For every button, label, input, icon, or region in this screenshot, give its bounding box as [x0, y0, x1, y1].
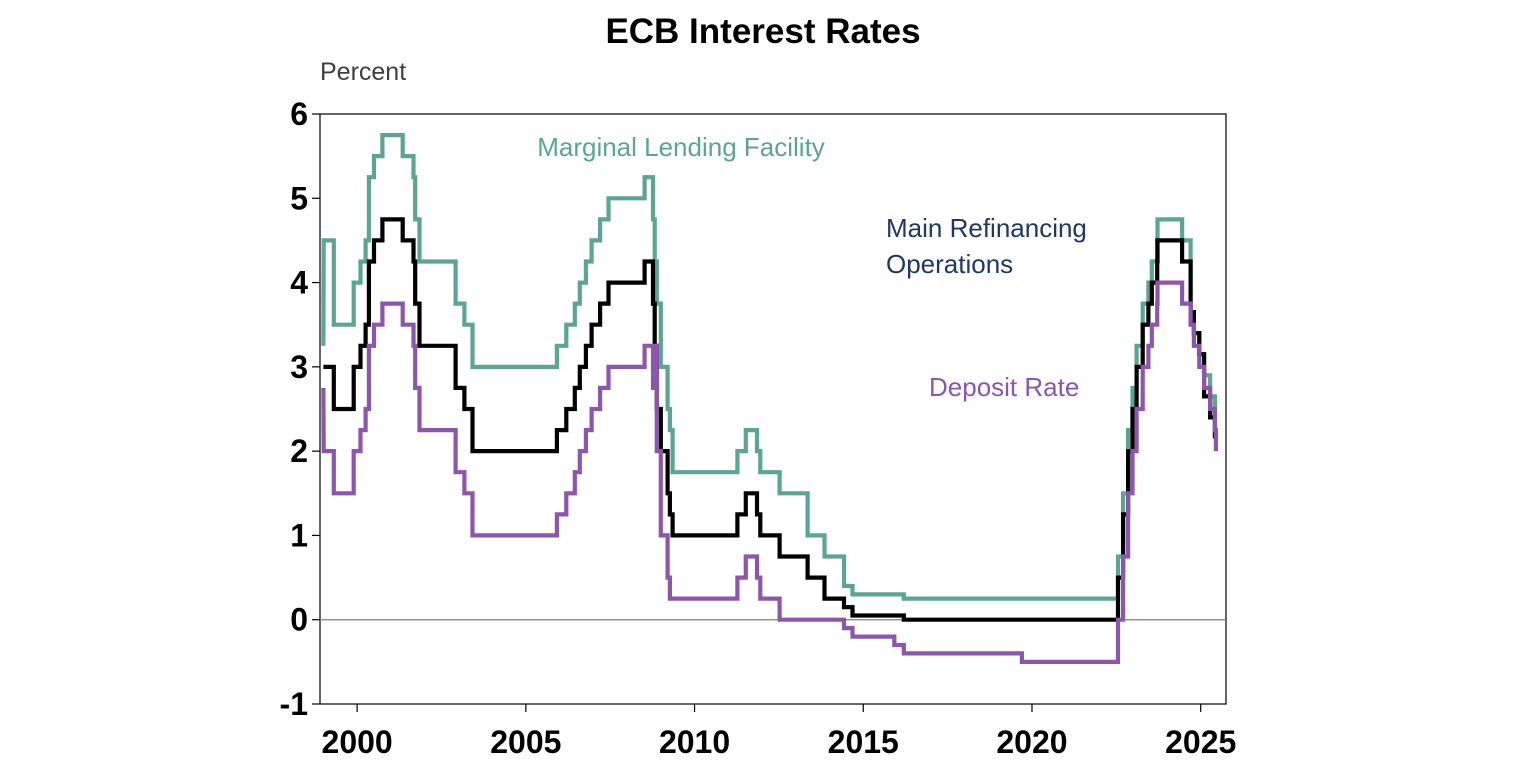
y-tick-label: 5 [290, 180, 308, 216]
x-tick-label: 2015 [828, 724, 899, 760]
y-tick-label: 1 [290, 517, 308, 553]
y-tick-label: 0 [290, 602, 308, 638]
x-tick-label: 2020 [996, 724, 1067, 760]
x-tick-label: 2000 [322, 724, 393, 760]
deposit-rate-label: Deposit Rate [929, 372, 1079, 402]
series-lines [321, 133, 1218, 664]
marginal-lending-label: Marginal Lending Facility [537, 132, 825, 162]
main-refinancing-line [323, 217, 1217, 622]
y-tick-label: 2 [290, 433, 308, 469]
y-tick-label: 4 [290, 265, 308, 301]
chart-title: ECB Interest Rates [605, 12, 921, 51]
y-tick-label: 3 [290, 349, 308, 385]
axis-ticks: -1 0 1 2 3 4 5 6 2000 2005 2010 2015 2020 2025 [280, 96, 1237, 760]
y-axis-unit-label: Percent [320, 58, 407, 86]
x-tick-label: 2010 [659, 724, 730, 760]
main-refinancing-label: Main Refinancing Operations [886, 213, 1087, 279]
series-annotations: Marginal Lending Facility Main Refinancin… [537, 132, 1087, 402]
y-tick-label: -1 [280, 686, 308, 722]
y-tick-label: 6 [290, 96, 308, 132]
deposit-rate-line [321, 280, 1218, 664]
x-tick-label: 2025 [1165, 724, 1236, 760]
plot-area-frame [319, 113, 1227, 705]
x-tick-label: 2005 [490, 724, 561, 760]
